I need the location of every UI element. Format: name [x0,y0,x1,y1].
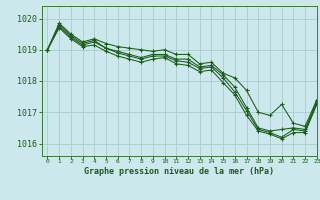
X-axis label: Graphe pression niveau de la mer (hPa): Graphe pression niveau de la mer (hPa) [84,167,274,176]
